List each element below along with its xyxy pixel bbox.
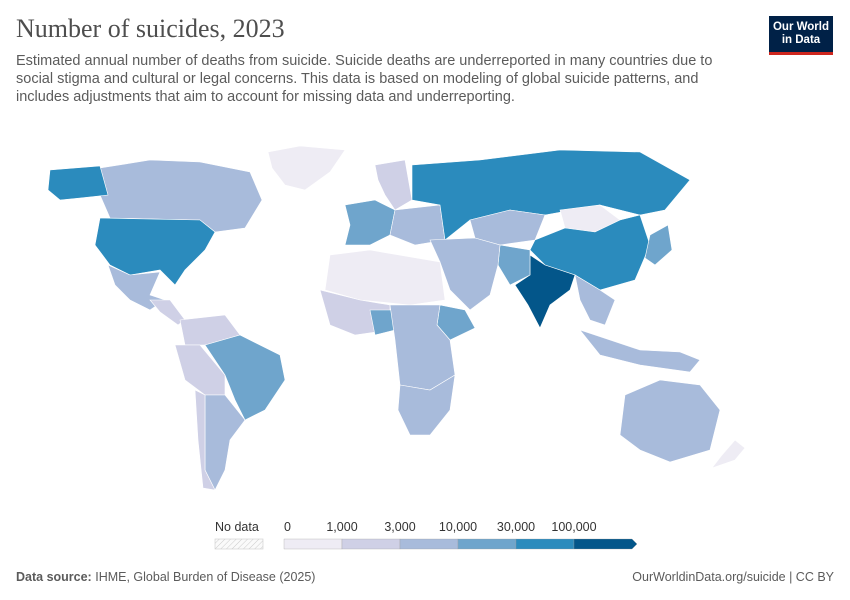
subtitle: Estimated annual number of deaths from s… bbox=[16, 53, 713, 105]
footer-source: Data source: IHME, Global Burden of Dise… bbox=[16, 570, 315, 584]
legend-tick-label: 3,000 bbox=[384, 520, 415, 534]
legend-tick-label: 10,000 bbox=[439, 520, 477, 534]
legend-tick-label: 100,000 bbox=[551, 520, 596, 534]
legend-bin-3[interactable] bbox=[457, 538, 517, 550]
legend-tick-label: 30,000 bbox=[497, 520, 535, 534]
owid-logo[interactable]: Our World in Data bbox=[769, 16, 833, 55]
country-north-africa[interactable] bbox=[324, 249, 446, 306]
country-central-america[interactable] bbox=[149, 299, 186, 326]
logo-line-2: in Data bbox=[781, 34, 821, 46]
country-japan[interactable] bbox=[644, 224, 673, 266]
world-map[interactable] bbox=[0, 135, 850, 505]
footer-link[interactable]: OurWorldinData.org/suicide | CC BY bbox=[632, 570, 834, 584]
legend-bin-5[interactable] bbox=[573, 538, 638, 550]
country-new-zealand[interactable] bbox=[711, 439, 746, 469]
country-canada[interactable] bbox=[99, 159, 263, 233]
legend-tick-label: 1,000 bbox=[326, 520, 357, 534]
country-united-states[interactable] bbox=[47, 165, 216, 286]
country-western-europe[interactable] bbox=[344, 199, 396, 246]
source-text: IHME, Global Burden of Disease (2025) bbox=[95, 570, 316, 584]
legend-tick-label: 0 bbox=[284, 520, 291, 534]
country-greenland[interactable] bbox=[267, 145, 346, 191]
source-label: Data source: bbox=[16, 570, 92, 584]
country-south-east-asia[interactable] bbox=[574, 274, 616, 326]
country-china[interactable] bbox=[529, 214, 651, 291]
legend-bin-4[interactable] bbox=[515, 538, 575, 550]
country-russia[interactable] bbox=[411, 149, 691, 241]
legend-bin-1[interactable] bbox=[341, 538, 401, 550]
country-chile[interactable] bbox=[194, 389, 216, 491]
country-argentina[interactable] bbox=[204, 394, 246, 491]
color-legend: No data 0 1,000 3,000 10,000 30,000 100,000 bbox=[214, 520, 638, 550]
logo-line-1: Our World bbox=[772, 21, 829, 33]
country-indonesia[interactable] bbox=[579, 329, 701, 373]
page-title: Number of suicides, 2023 bbox=[16, 14, 285, 43]
country-eastern-europe[interactable] bbox=[389, 204, 446, 246]
country-southern-africa[interactable] bbox=[397, 374, 456, 436]
legend-no-data-label: No data bbox=[215, 520, 259, 534]
country-middle-east[interactable] bbox=[429, 237, 501, 311]
legend-bin-0[interactable] bbox=[283, 538, 343, 550]
country-australia[interactable] bbox=[619, 379, 721, 463]
legend-no-data-swatch bbox=[214, 538, 264, 550]
country-brazil[interactable] bbox=[204, 334, 286, 421]
legend-bin-2[interactable] bbox=[399, 538, 459, 550]
